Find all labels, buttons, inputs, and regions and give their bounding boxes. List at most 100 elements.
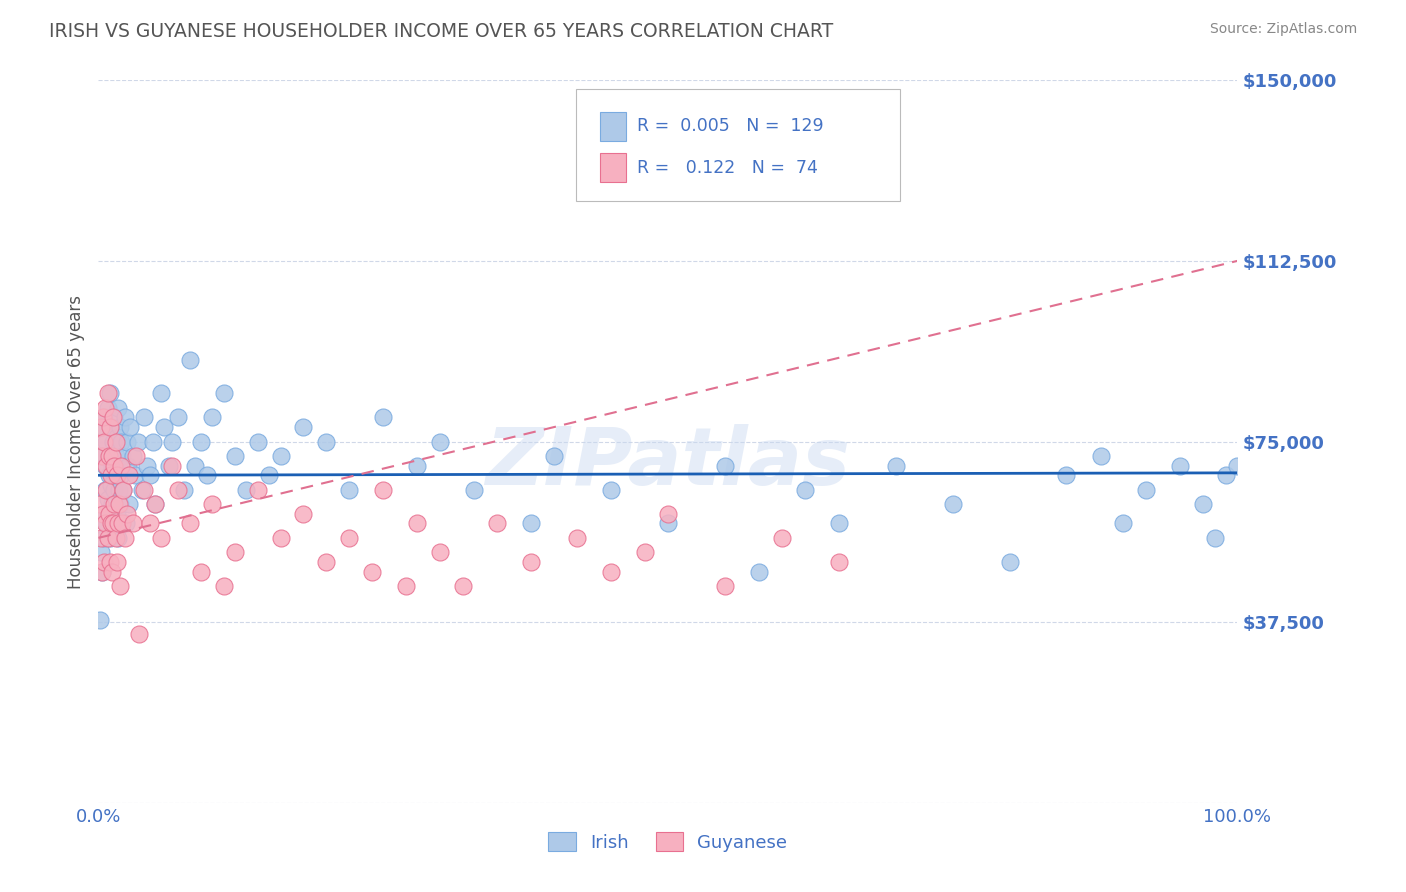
Point bbox=[118, 468, 141, 483]
Point bbox=[1054, 468, 1078, 483]
Point bbox=[1170, 458, 1192, 473]
Point bbox=[93, 410, 115, 425]
Point bbox=[406, 516, 429, 531]
Point bbox=[224, 449, 246, 463]
Text: Source: ZipAtlas.com: Source: ZipAtlas.com bbox=[1209, 22, 1357, 37]
Point bbox=[110, 468, 132, 483]
Point bbox=[103, 410, 125, 425]
Point bbox=[118, 497, 141, 511]
Point bbox=[270, 449, 292, 463]
Point bbox=[104, 434, 127, 449]
Point bbox=[748, 565, 770, 579]
Point bbox=[98, 386, 121, 401]
Point bbox=[998, 555, 1021, 569]
Point bbox=[793, 483, 815, 497]
Point bbox=[94, 401, 117, 415]
Point bbox=[212, 386, 235, 401]
Point bbox=[657, 507, 679, 521]
Point bbox=[97, 449, 120, 463]
Point bbox=[101, 565, 124, 579]
Point bbox=[292, 507, 315, 521]
Point bbox=[100, 478, 122, 492]
Point bbox=[107, 516, 129, 531]
Point bbox=[167, 483, 190, 497]
Point bbox=[96, 516, 118, 531]
Point bbox=[600, 483, 623, 497]
Point bbox=[235, 483, 257, 497]
Point bbox=[90, 545, 112, 559]
Point bbox=[100, 516, 122, 531]
Point bbox=[98, 555, 121, 569]
Point bbox=[108, 579, 131, 593]
Point bbox=[1215, 468, 1237, 483]
Point bbox=[105, 555, 128, 569]
Point bbox=[184, 458, 207, 473]
Point bbox=[111, 449, 134, 463]
Point bbox=[212, 579, 235, 593]
Point bbox=[770, 531, 793, 545]
Point bbox=[942, 497, 965, 511]
Point bbox=[94, 483, 117, 497]
Point bbox=[90, 565, 112, 579]
Point bbox=[89, 613, 111, 627]
Point bbox=[90, 449, 112, 463]
Point bbox=[162, 458, 184, 473]
Point bbox=[103, 458, 125, 473]
Point bbox=[1112, 516, 1135, 531]
Point bbox=[104, 468, 127, 483]
Point bbox=[90, 449, 112, 463]
Point bbox=[107, 401, 129, 415]
Point bbox=[114, 410, 136, 425]
Point bbox=[167, 410, 190, 425]
Point bbox=[145, 497, 167, 511]
Point bbox=[101, 449, 124, 463]
Point bbox=[179, 352, 201, 367]
Point bbox=[91, 410, 114, 425]
Point bbox=[110, 434, 132, 449]
Point bbox=[89, 497, 111, 511]
Point bbox=[114, 531, 136, 545]
Point bbox=[104, 531, 127, 545]
Point bbox=[101, 458, 124, 473]
Point bbox=[94, 458, 117, 473]
Point bbox=[114, 516, 136, 531]
Point bbox=[108, 420, 131, 434]
Point bbox=[153, 420, 176, 434]
Point bbox=[125, 449, 148, 463]
Point bbox=[105, 468, 128, 483]
Point bbox=[128, 627, 150, 641]
Point bbox=[150, 386, 173, 401]
Point bbox=[94, 516, 117, 531]
Point bbox=[97, 507, 120, 521]
Point bbox=[103, 516, 125, 531]
Point bbox=[828, 555, 851, 569]
Point bbox=[565, 531, 588, 545]
Point bbox=[657, 516, 679, 531]
Point bbox=[115, 434, 138, 449]
Point bbox=[103, 516, 125, 531]
Point bbox=[195, 468, 218, 483]
Point bbox=[100, 420, 122, 434]
Point bbox=[96, 386, 118, 401]
Point bbox=[292, 420, 315, 434]
Point bbox=[145, 497, 167, 511]
Point bbox=[108, 483, 131, 497]
Point bbox=[246, 434, 269, 449]
Point bbox=[714, 458, 737, 473]
Point bbox=[96, 458, 118, 473]
Point bbox=[360, 565, 382, 579]
Point bbox=[96, 401, 118, 415]
Point bbox=[121, 516, 143, 531]
Point bbox=[315, 555, 337, 569]
Y-axis label: Householder Income Over 65 years: Householder Income Over 65 years bbox=[66, 294, 84, 589]
Point bbox=[104, 449, 127, 463]
Point bbox=[98, 531, 121, 545]
Point bbox=[520, 555, 543, 569]
Text: ZIPatlas: ZIPatlas bbox=[485, 425, 851, 502]
Point bbox=[138, 468, 160, 483]
Point bbox=[96, 531, 118, 545]
Point bbox=[110, 458, 132, 473]
Point bbox=[150, 531, 173, 545]
Point bbox=[138, 516, 160, 531]
Legend: Irish, Guyanese: Irish, Guyanese bbox=[541, 825, 794, 859]
